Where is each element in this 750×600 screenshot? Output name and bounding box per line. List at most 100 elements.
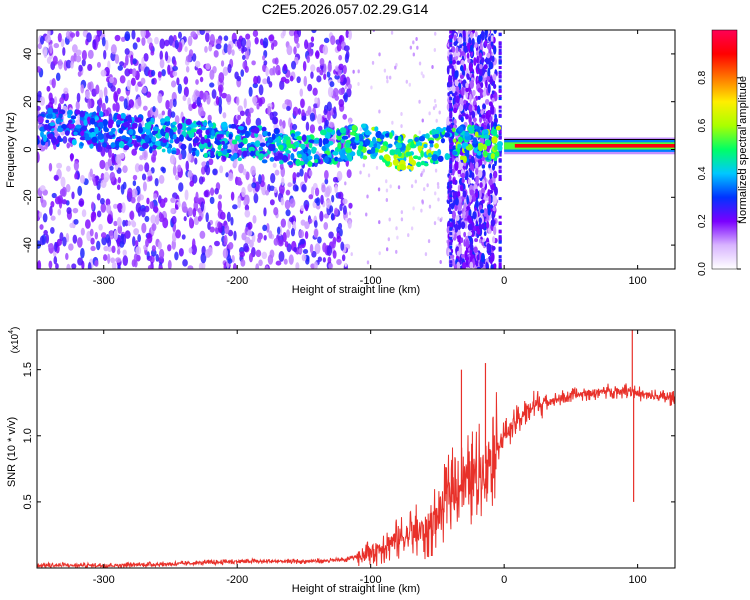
spectrogram-cell bbox=[460, 221, 466, 230]
spectrogram-cell bbox=[164, 39, 170, 47]
spectrogram-cell bbox=[463, 104, 466, 110]
spectrogram-cell bbox=[185, 55, 192, 63]
spectrogram-cell bbox=[53, 241, 58, 253]
spectrogram-cell bbox=[110, 127, 116, 132]
spectrogram-cell bbox=[484, 30, 488, 37]
spectrogram-cell bbox=[48, 260, 53, 269]
spectrogram-cell bbox=[55, 72, 61, 82]
spectrogram-cell bbox=[490, 41, 494, 47]
spectrogram-cell bbox=[453, 118, 457, 124]
spectrogram-cell bbox=[170, 111, 176, 118]
spectrogram-cell bbox=[110, 44, 117, 55]
spectrogram-cell bbox=[469, 44, 474, 52]
spectrogram-cell bbox=[389, 132, 393, 140]
spectrogram-cell bbox=[364, 138, 371, 146]
spectrogram-cell bbox=[211, 89, 217, 99]
spectrogram-cell bbox=[323, 73, 327, 80]
spectrogram-cell bbox=[50, 215, 56, 221]
spectrogram-cell bbox=[282, 120, 286, 129]
spectrogram-cell bbox=[469, 93, 472, 102]
spectrogram-cell bbox=[76, 92, 81, 103]
spectrogram-cell bbox=[209, 69, 215, 80]
spectrogram-cell bbox=[359, 141, 364, 147]
spectrogram-cell bbox=[215, 43, 222, 50]
spectrogram-cell bbox=[231, 139, 238, 145]
spectrogram-cell bbox=[86, 116, 91, 125]
spectrogram-cell bbox=[412, 206, 415, 211]
spectrogram-cell bbox=[492, 129, 497, 136]
spectrogram-cell bbox=[463, 231, 467, 238]
spectrogram-cell bbox=[394, 65, 397, 70]
spectrogram-cell bbox=[230, 155, 235, 162]
spectrogram-cell bbox=[375, 165, 379, 170]
spectrogram-cell bbox=[473, 246, 478, 254]
spectrogram-marks bbox=[37, 30, 675, 269]
spectrogram-cell bbox=[218, 194, 223, 200]
spectrogram-cell bbox=[79, 174, 85, 184]
spectrogram-cell bbox=[459, 97, 464, 105]
spectrogram-cell bbox=[174, 115, 180, 125]
spectrogram-cell bbox=[130, 77, 136, 86]
spectrogram-cell bbox=[488, 244, 492, 250]
spectrogram-cell bbox=[326, 128, 333, 133]
spectrogram-cell bbox=[90, 211, 97, 222]
spectrogram-cell bbox=[320, 194, 324, 205]
spectrogram-cell bbox=[232, 204, 238, 210]
spectrogram-cell bbox=[108, 119, 114, 126]
spectrogram-cell bbox=[434, 168, 438, 173]
spectrogram-cell bbox=[472, 137, 478, 145]
spectrogram-cell bbox=[152, 149, 158, 157]
spectrogram-cell bbox=[313, 220, 318, 228]
spectrogram-cell bbox=[188, 247, 193, 254]
spectrogram-cell bbox=[241, 46, 248, 52]
spectrogram-cell bbox=[138, 164, 144, 172]
spectrogram-cell bbox=[467, 58, 471, 64]
spectrogram-cell bbox=[463, 35, 466, 44]
spectrogram-cell bbox=[53, 256, 58, 265]
spectrogram-cell bbox=[431, 128, 437, 135]
spectrogram-cell bbox=[359, 137, 364, 143]
spectrogram-cell bbox=[449, 139, 453, 143]
spectrogram-cell bbox=[395, 226, 398, 231]
spectrogram-cell bbox=[180, 143, 187, 151]
spectrogram-cell bbox=[84, 219, 91, 229]
spectrogram-cell bbox=[67, 114, 72, 119]
spectrogram-cell bbox=[70, 153, 74, 162]
spectrogram-cell bbox=[116, 113, 122, 120]
spectrogram-cell bbox=[80, 142, 84, 147]
spectrogram-cell bbox=[157, 113, 164, 120]
spectrogram-cell bbox=[410, 164, 414, 171]
spectrogram-cell bbox=[259, 142, 266, 147]
spectrogram-cell bbox=[89, 117, 96, 125]
spectrogram-cell bbox=[77, 71, 82, 77]
spectrogram-cell bbox=[132, 58, 137, 65]
spectrogram-cell bbox=[66, 263, 71, 269]
spectrogram-cell bbox=[222, 112, 227, 119]
spectrogram-cell bbox=[192, 138, 199, 144]
spectrogram-cell bbox=[356, 148, 362, 157]
spectrogram-cell bbox=[487, 204, 491, 209]
spectrogram-cell bbox=[449, 242, 453, 246]
spectrogram-cell bbox=[148, 42, 154, 51]
spectrogram-cell bbox=[454, 223, 459, 233]
spectrogram-cell bbox=[268, 230, 273, 239]
spectrogram-cell bbox=[418, 61, 422, 66]
spectrogram-cell bbox=[348, 33, 351, 38]
spectrogram-cell bbox=[326, 109, 331, 121]
spectrogram-cell bbox=[133, 228, 140, 236]
spectrogram-cell bbox=[431, 154, 439, 162]
spectrogram-cell bbox=[486, 52, 491, 59]
spectrogram-cell bbox=[277, 152, 284, 160]
spectrogram-cell bbox=[337, 191, 344, 200]
spectrogram-cell bbox=[120, 112, 126, 119]
spectrogram-cell bbox=[414, 179, 417, 184]
spectrogram-cell bbox=[254, 140, 261, 148]
spectrogram-cell bbox=[498, 45, 502, 49]
spectrogram-cell bbox=[334, 74, 340, 80]
spectrogram-cell bbox=[279, 162, 284, 171]
spectrogram-cell bbox=[37, 43, 42, 50]
spectrogram-cell bbox=[203, 152, 208, 158]
spectrogram-cell bbox=[96, 193, 101, 201]
spectrogram-cell bbox=[158, 174, 165, 184]
spectrogram-cell bbox=[452, 138, 457, 143]
